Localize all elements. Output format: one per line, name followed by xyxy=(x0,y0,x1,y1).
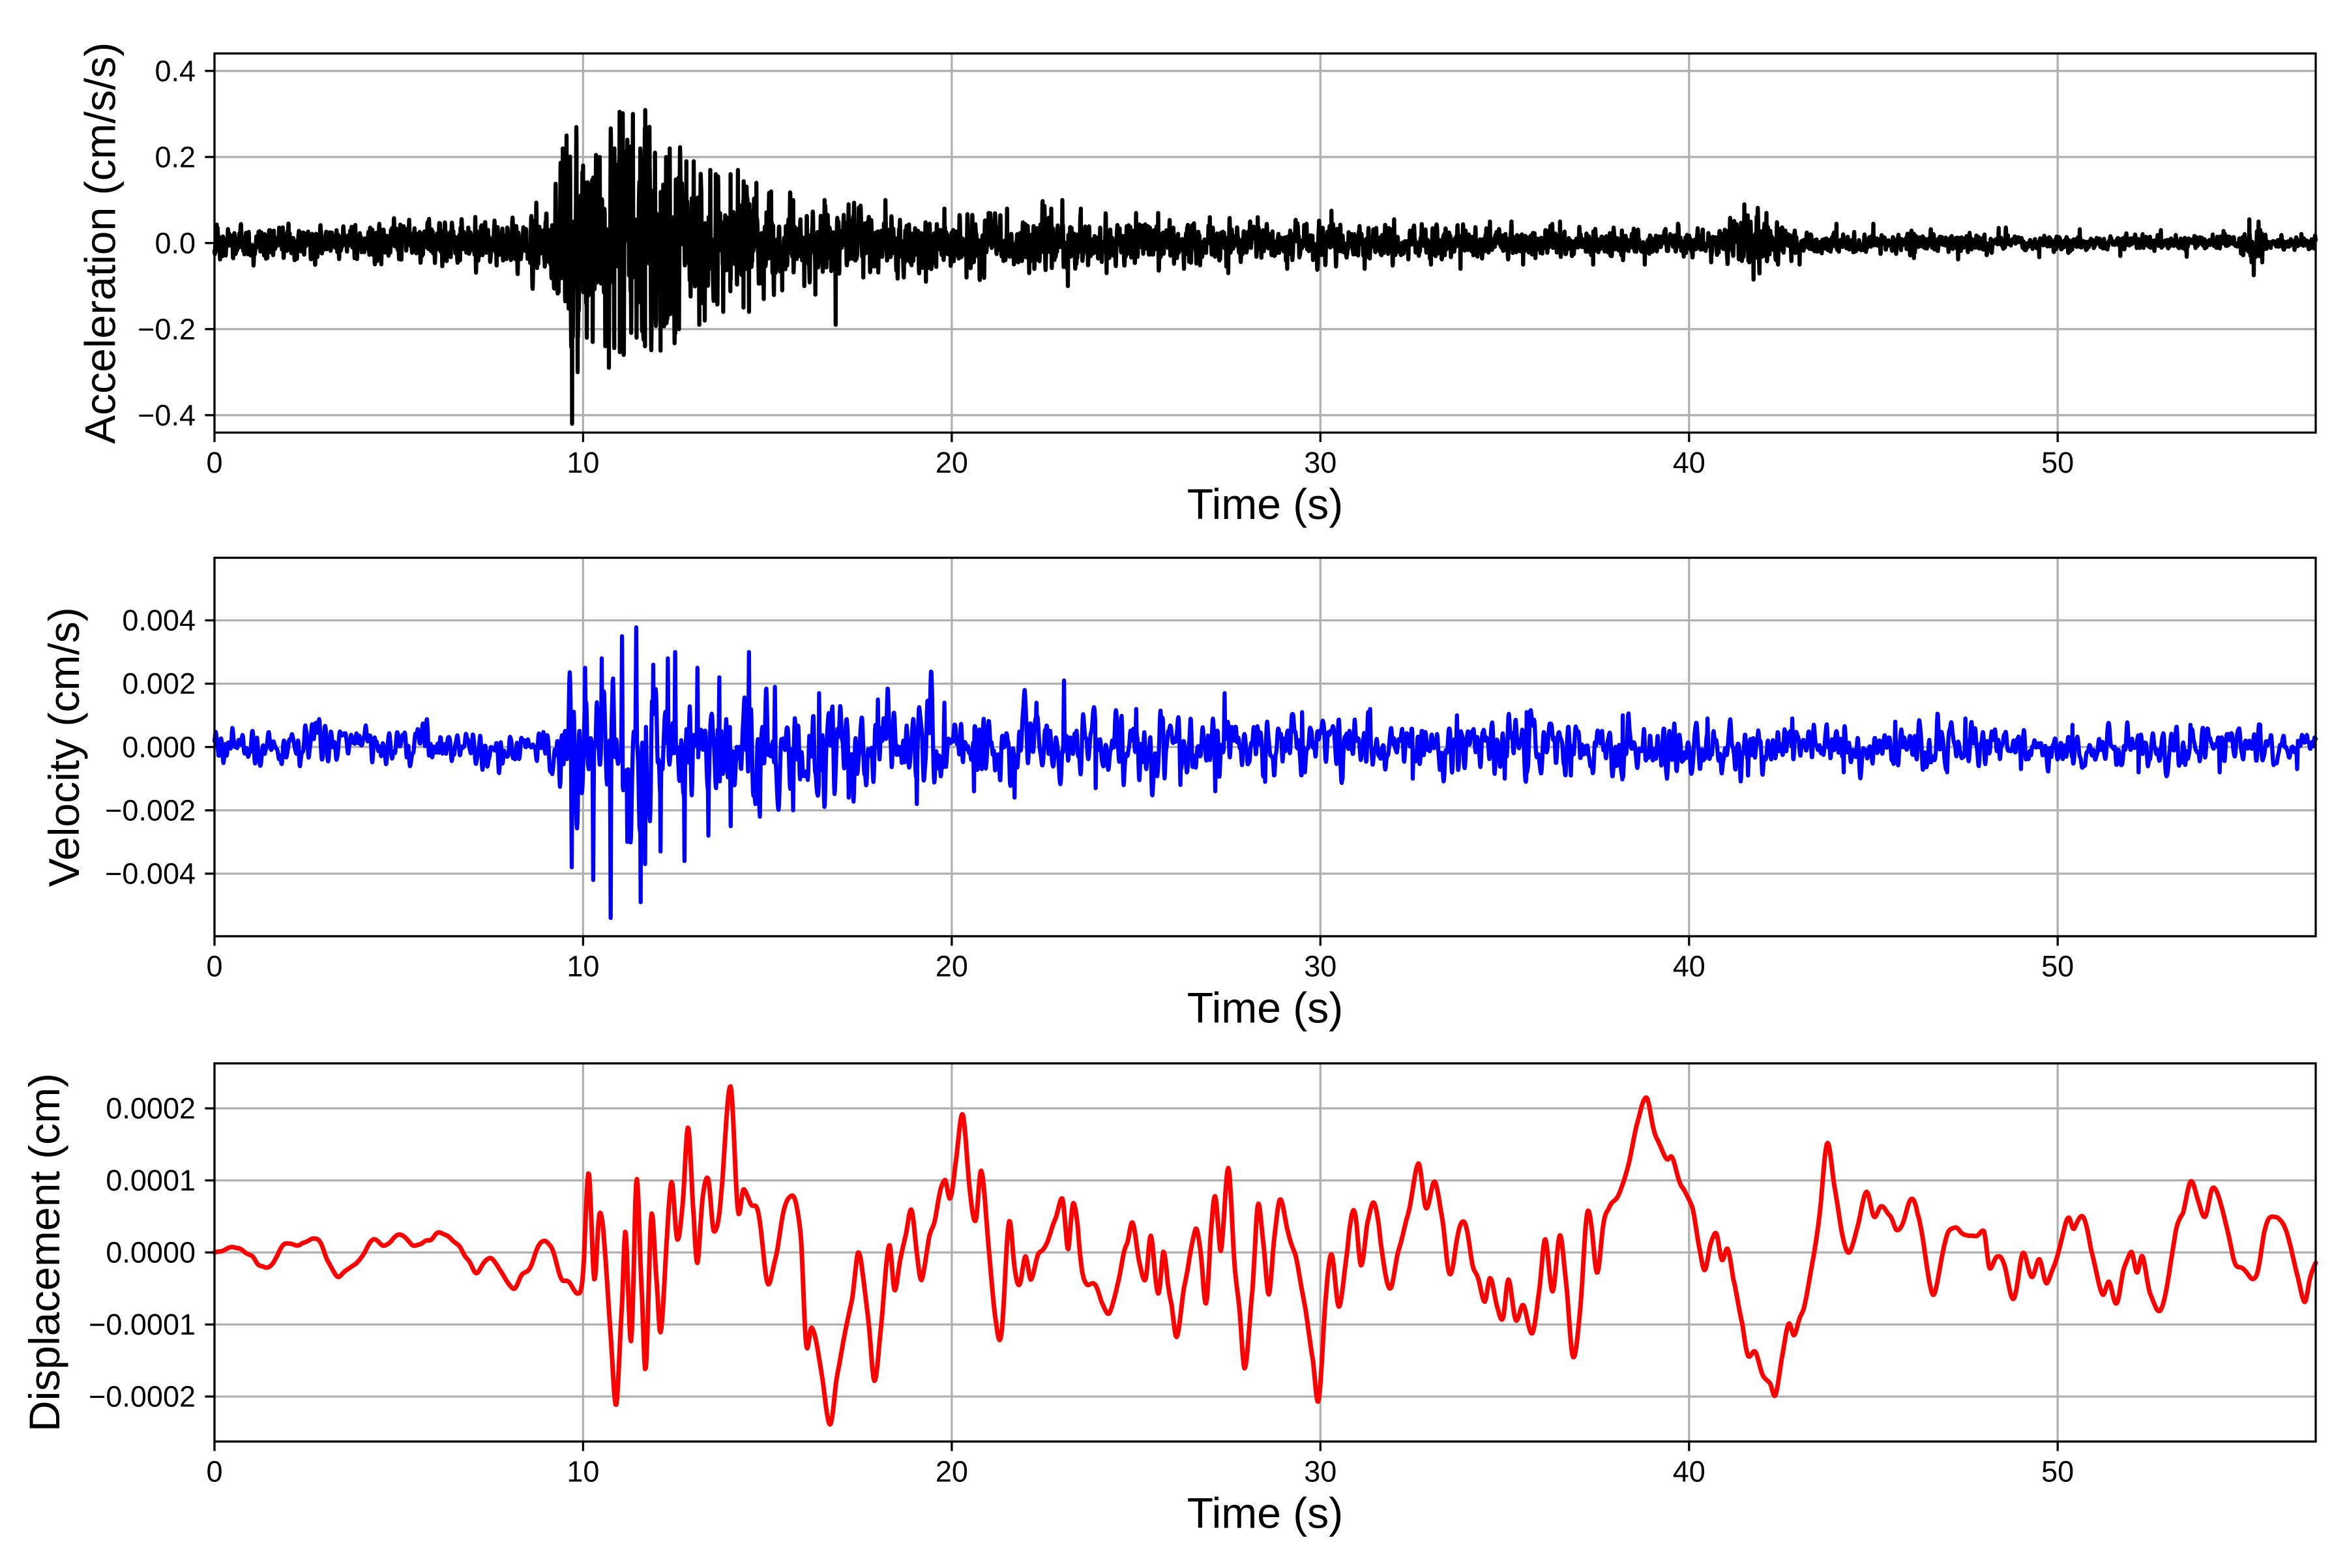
svg-text:40: 40 xyxy=(1673,1455,1705,1488)
svg-text:0: 0 xyxy=(206,1455,222,1488)
svg-text:10: 10 xyxy=(567,446,599,479)
svg-text:Velocity (cm/s): Velocity (cm/s) xyxy=(40,607,88,887)
svg-text:0.4: 0.4 xyxy=(155,54,196,87)
svg-text:0.000: 0.000 xyxy=(122,730,196,763)
svg-text:50: 50 xyxy=(2041,950,2074,983)
svg-text:0.0001: 0.0001 xyxy=(106,1164,196,1197)
svg-text:0: 0 xyxy=(206,446,222,479)
svg-text:0.0002: 0.0002 xyxy=(106,1092,196,1125)
svg-text:0.004: 0.004 xyxy=(122,604,196,637)
svg-text:−0.0002: −0.0002 xyxy=(89,1380,196,1413)
svg-text:0.2: 0.2 xyxy=(155,140,196,173)
svg-text:Time (s): Time (s) xyxy=(1187,984,1344,1032)
svg-text:0.0000: 0.0000 xyxy=(106,1236,196,1269)
svg-text:Time (s): Time (s) xyxy=(1187,480,1344,528)
svg-text:Displacement (cm): Displacement (cm) xyxy=(20,1073,68,1432)
svg-text:−0.4: −0.4 xyxy=(138,398,196,432)
svg-text:20: 20 xyxy=(936,1455,968,1488)
svg-text:50: 50 xyxy=(2041,1455,2074,1488)
svg-text:−0.004: −0.004 xyxy=(105,857,196,891)
svg-text:30: 30 xyxy=(1304,446,1336,479)
svg-text:20: 20 xyxy=(936,446,968,479)
svg-text:0.002: 0.002 xyxy=(122,667,196,700)
svg-text:Acceleration (cm/s/s): Acceleration (cm/s/s) xyxy=(76,42,125,444)
svg-text:10: 10 xyxy=(567,950,599,983)
svg-text:−0.2: −0.2 xyxy=(138,312,196,346)
svg-text:30: 30 xyxy=(1304,1455,1336,1488)
svg-text:50: 50 xyxy=(2041,446,2074,479)
svg-text:−0.0001: −0.0001 xyxy=(89,1308,196,1341)
svg-text:40: 40 xyxy=(1673,446,1705,479)
svg-text:20: 20 xyxy=(936,950,968,983)
svg-text:30: 30 xyxy=(1304,950,1336,983)
svg-text:0.0: 0.0 xyxy=(155,226,196,259)
svg-text:0: 0 xyxy=(206,950,222,983)
svg-text:40: 40 xyxy=(1673,950,1705,983)
svg-text:Time (s): Time (s) xyxy=(1187,1489,1344,1537)
svg-text:−0.002: −0.002 xyxy=(105,793,196,827)
svg-text:10: 10 xyxy=(567,1455,599,1488)
